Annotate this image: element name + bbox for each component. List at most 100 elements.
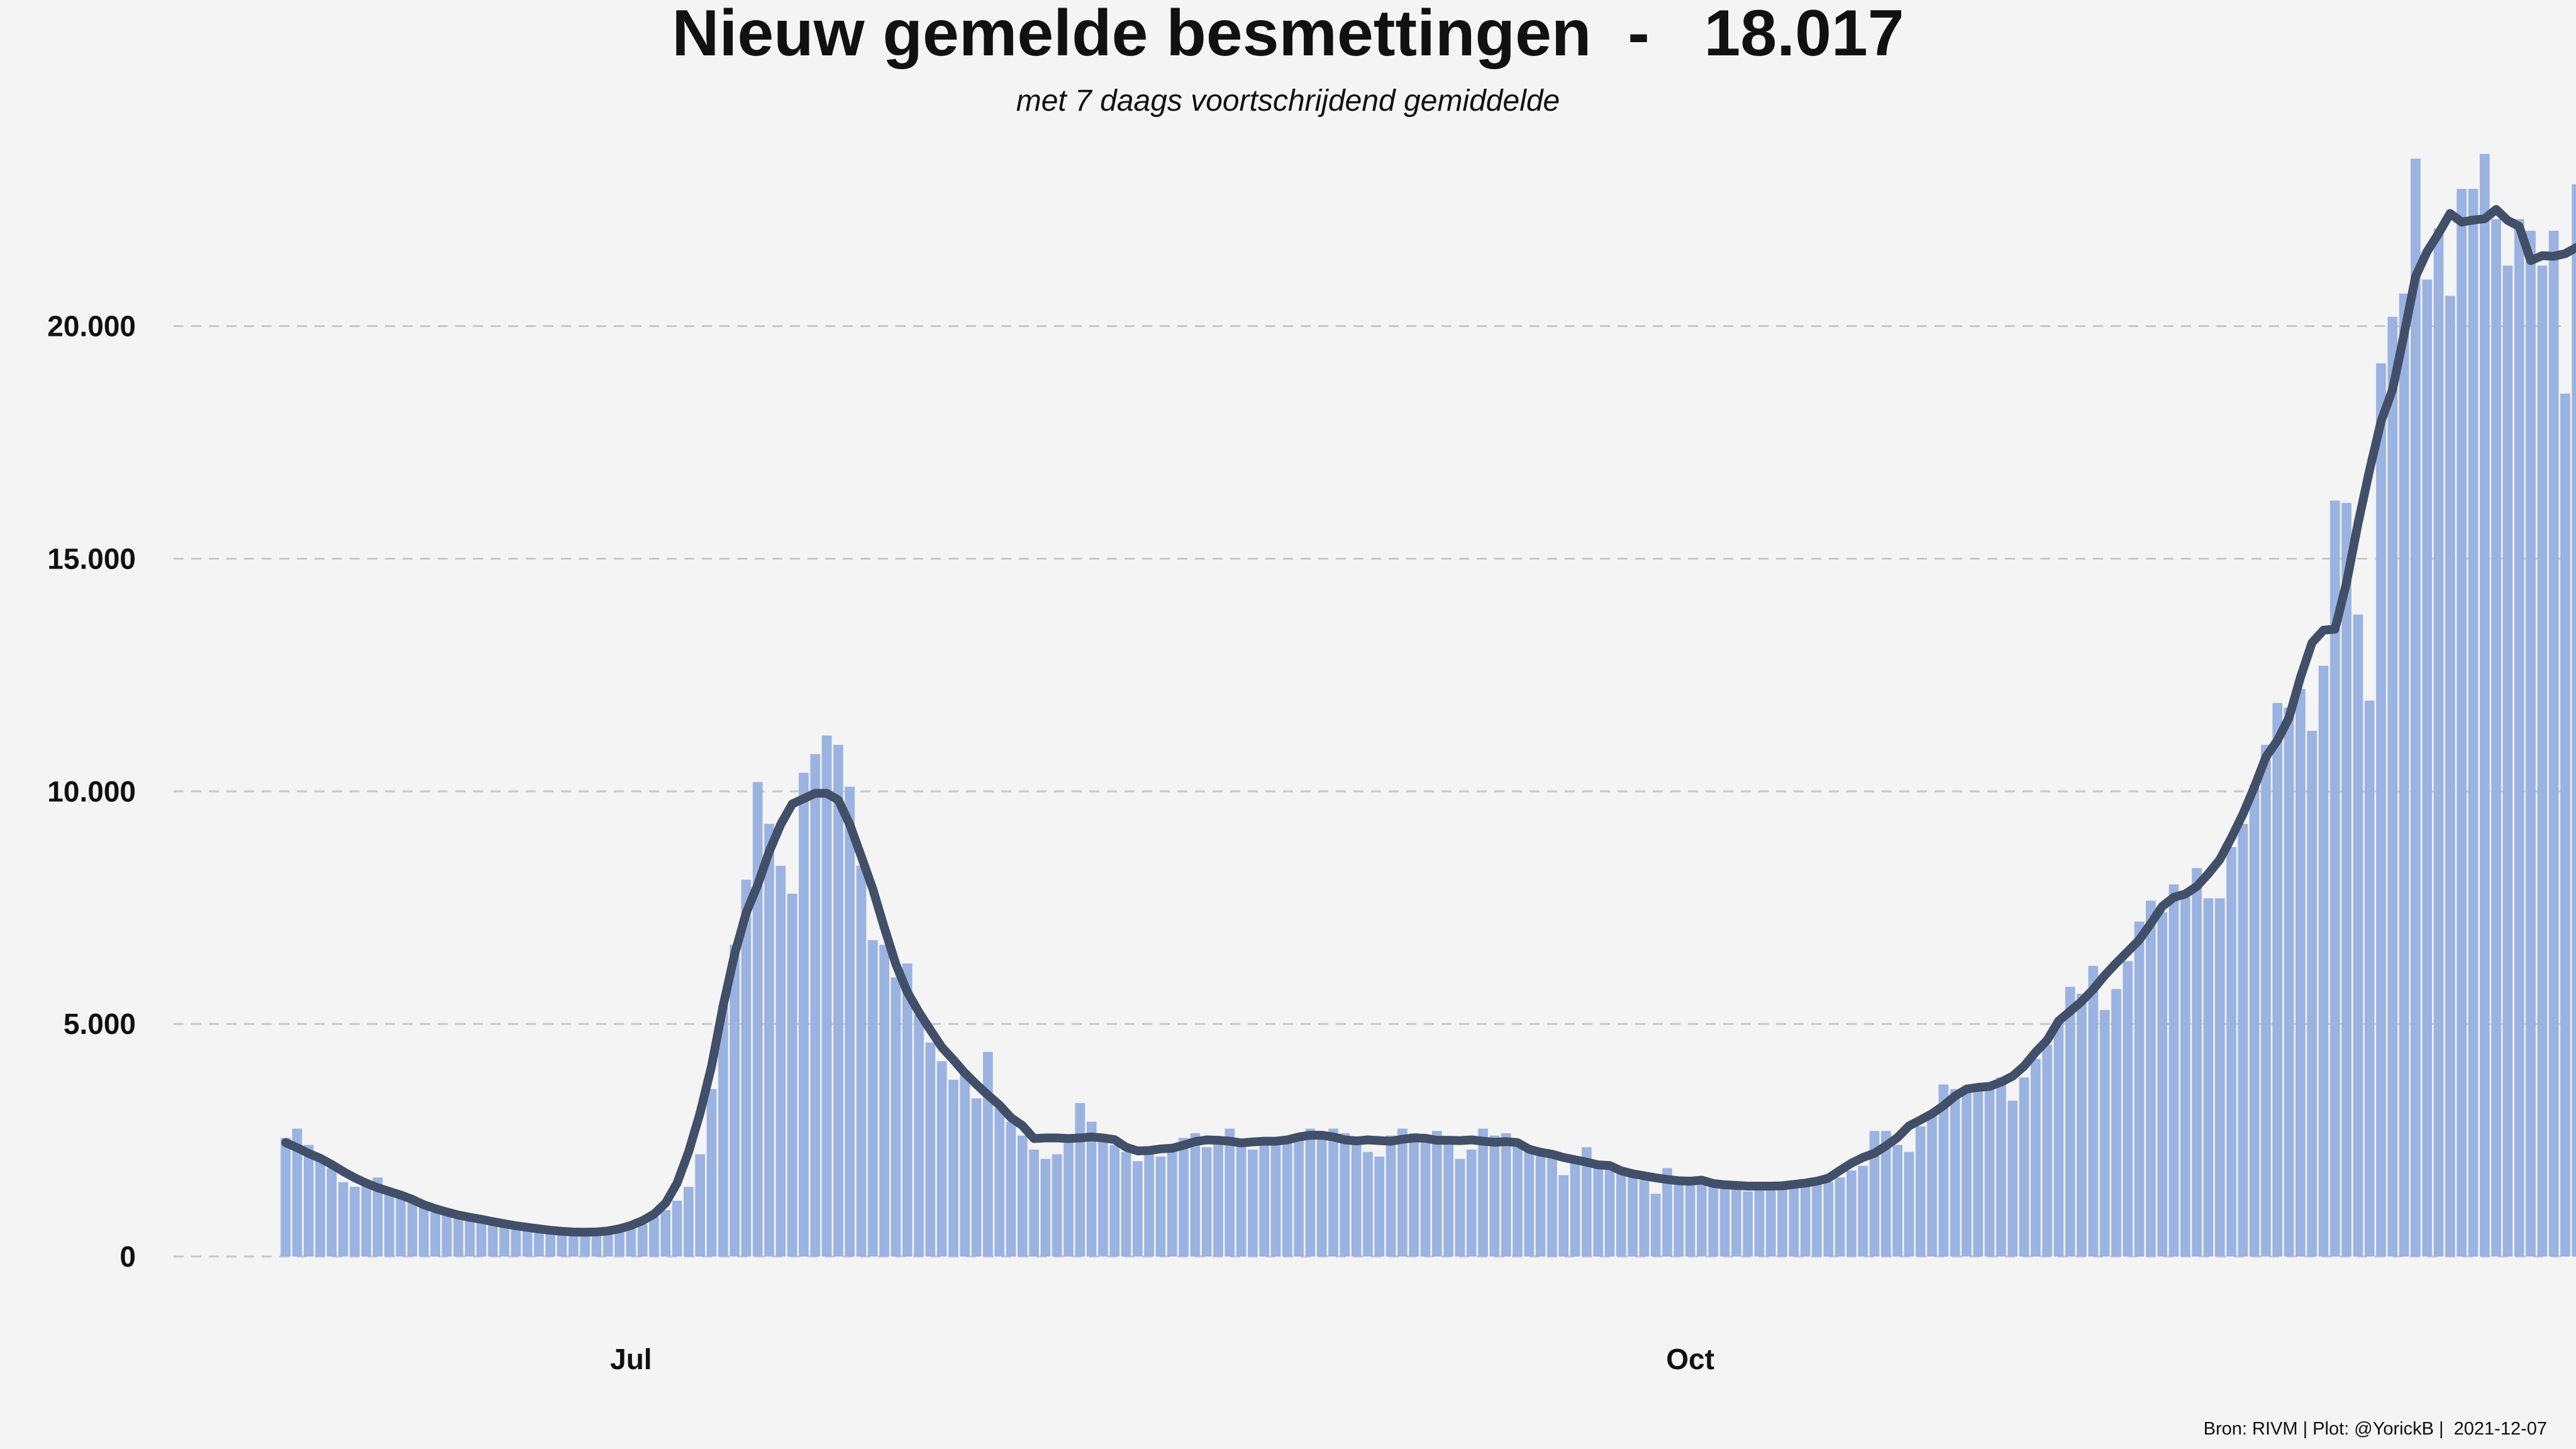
bar <box>338 1182 348 1257</box>
bar <box>1570 1156 1580 1257</box>
bar <box>1662 1168 1672 1257</box>
bar <box>799 772 809 1257</box>
bar <box>280 1138 291 1257</box>
bar <box>2307 731 2318 1257</box>
bar <box>418 1208 429 1257</box>
bar <box>695 1154 706 1257</box>
x-axis-ticks: Jul Oct <box>610 1343 1714 1375</box>
bar <box>2249 784 2260 1257</box>
bar <box>1316 1135 1327 1257</box>
bar <box>2514 219 2524 1257</box>
bar <box>1719 1182 1730 1257</box>
bar <box>2157 912 2168 1257</box>
chart-title: Nieuw gemelde besmettingen - 18.017 <box>672 0 1904 70</box>
bar <box>1996 1077 2006 1257</box>
bar <box>983 1052 993 1257</box>
bar <box>2168 884 2179 1257</box>
bar <box>476 1219 487 1257</box>
bar <box>2111 989 2121 1257</box>
bar <box>821 735 832 1257</box>
bar <box>430 1212 441 1257</box>
chart-subtitle: met 7 daags voortschrijdend gemiddelde <box>1016 84 1560 118</box>
bar <box>775 865 786 1257</box>
bar <box>891 977 901 1257</box>
bar <box>1213 1140 1223 1257</box>
bar <box>534 1230 544 1257</box>
bar <box>856 865 867 1257</box>
bar <box>2376 363 2386 1257</box>
bar <box>649 1217 659 1257</box>
bar <box>1282 1140 1292 1257</box>
bar <box>2457 189 2467 1257</box>
bar <box>1155 1156 1166 1257</box>
bar <box>614 1231 625 1257</box>
bar <box>2203 898 2214 1257</box>
bar <box>1478 1128 1488 1257</box>
x-tick-label: Oct <box>1666 1343 1714 1375</box>
bar <box>1294 1135 1304 1257</box>
bar <box>1466 1149 1477 1257</box>
bar <box>1880 1131 1891 1257</box>
bar <box>522 1228 533 1257</box>
bar <box>453 1214 464 1257</box>
bar <box>1765 1184 1776 1257</box>
bar <box>1869 1131 1880 1257</box>
bar <box>1455 1158 1465 1257</box>
bar <box>1236 1145 1246 1257</box>
bar <box>1846 1170 1857 1257</box>
bar <box>2318 665 2329 1257</box>
bar <box>1973 1089 1984 1257</box>
bar <box>2145 901 2156 1257</box>
bar <box>1224 1128 1235 1257</box>
bar <box>1938 1084 1949 1257</box>
bar <box>350 1187 360 1257</box>
bar <box>672 1201 682 1257</box>
bar <box>1685 1179 1696 1257</box>
bar <box>1927 1112 1937 1257</box>
bar <box>2042 1045 2052 1257</box>
bar <box>2411 158 2421 1257</box>
bar <box>557 1231 567 1257</box>
bar <box>1075 1102 1085 1257</box>
bar <box>1305 1128 1316 1257</box>
bar <box>1800 1182 1811 1257</box>
bar <box>1754 1187 1765 1257</box>
bar <box>1616 1170 1626 1257</box>
bar <box>1351 1145 1362 1257</box>
bar <box>2284 708 2294 1257</box>
source-caption: Bron: RIVM | Plot: @YorickB | 2021-12-07 <box>2204 1419 2547 1439</box>
bar <box>1420 1138 1431 1257</box>
bar <box>1363 1152 1373 1257</box>
bar <box>948 1079 958 1257</box>
bar <box>1409 1133 1419 1257</box>
bar <box>602 1233 613 1257</box>
bar <box>2238 824 2248 1257</box>
bar <box>1904 1152 1914 1257</box>
bar <box>1984 1084 1995 1257</box>
bar <box>1674 1177 1684 1257</box>
bar <box>1962 1086 1972 1257</box>
bar <box>2180 896 2190 1257</box>
bar <box>545 1230 556 1257</box>
bar <box>511 1226 521 1257</box>
bar <box>684 1187 694 1257</box>
bar <box>2479 153 2490 1257</box>
bar <box>1109 1145 1120 1257</box>
bar <box>2099 1009 2110 1257</box>
bar <box>1132 1161 1143 1257</box>
bar <box>960 1070 970 1257</box>
bar <box>1340 1133 1350 1257</box>
bar <box>626 1228 636 1257</box>
bar <box>2192 868 2202 1257</box>
y-tick-label: 10.000 <box>47 775 136 808</box>
bar <box>718 1005 728 1257</box>
bars <box>280 153 2576 1257</box>
bar <box>1167 1147 1177 1257</box>
bar <box>1086 1121 1097 1257</box>
moving-average-line <box>281 205 2576 1237</box>
bar <box>2065 986 2075 1257</box>
bar <box>372 1177 383 1257</box>
bar <box>971 1098 982 1257</box>
bar <box>292 1128 303 1257</box>
